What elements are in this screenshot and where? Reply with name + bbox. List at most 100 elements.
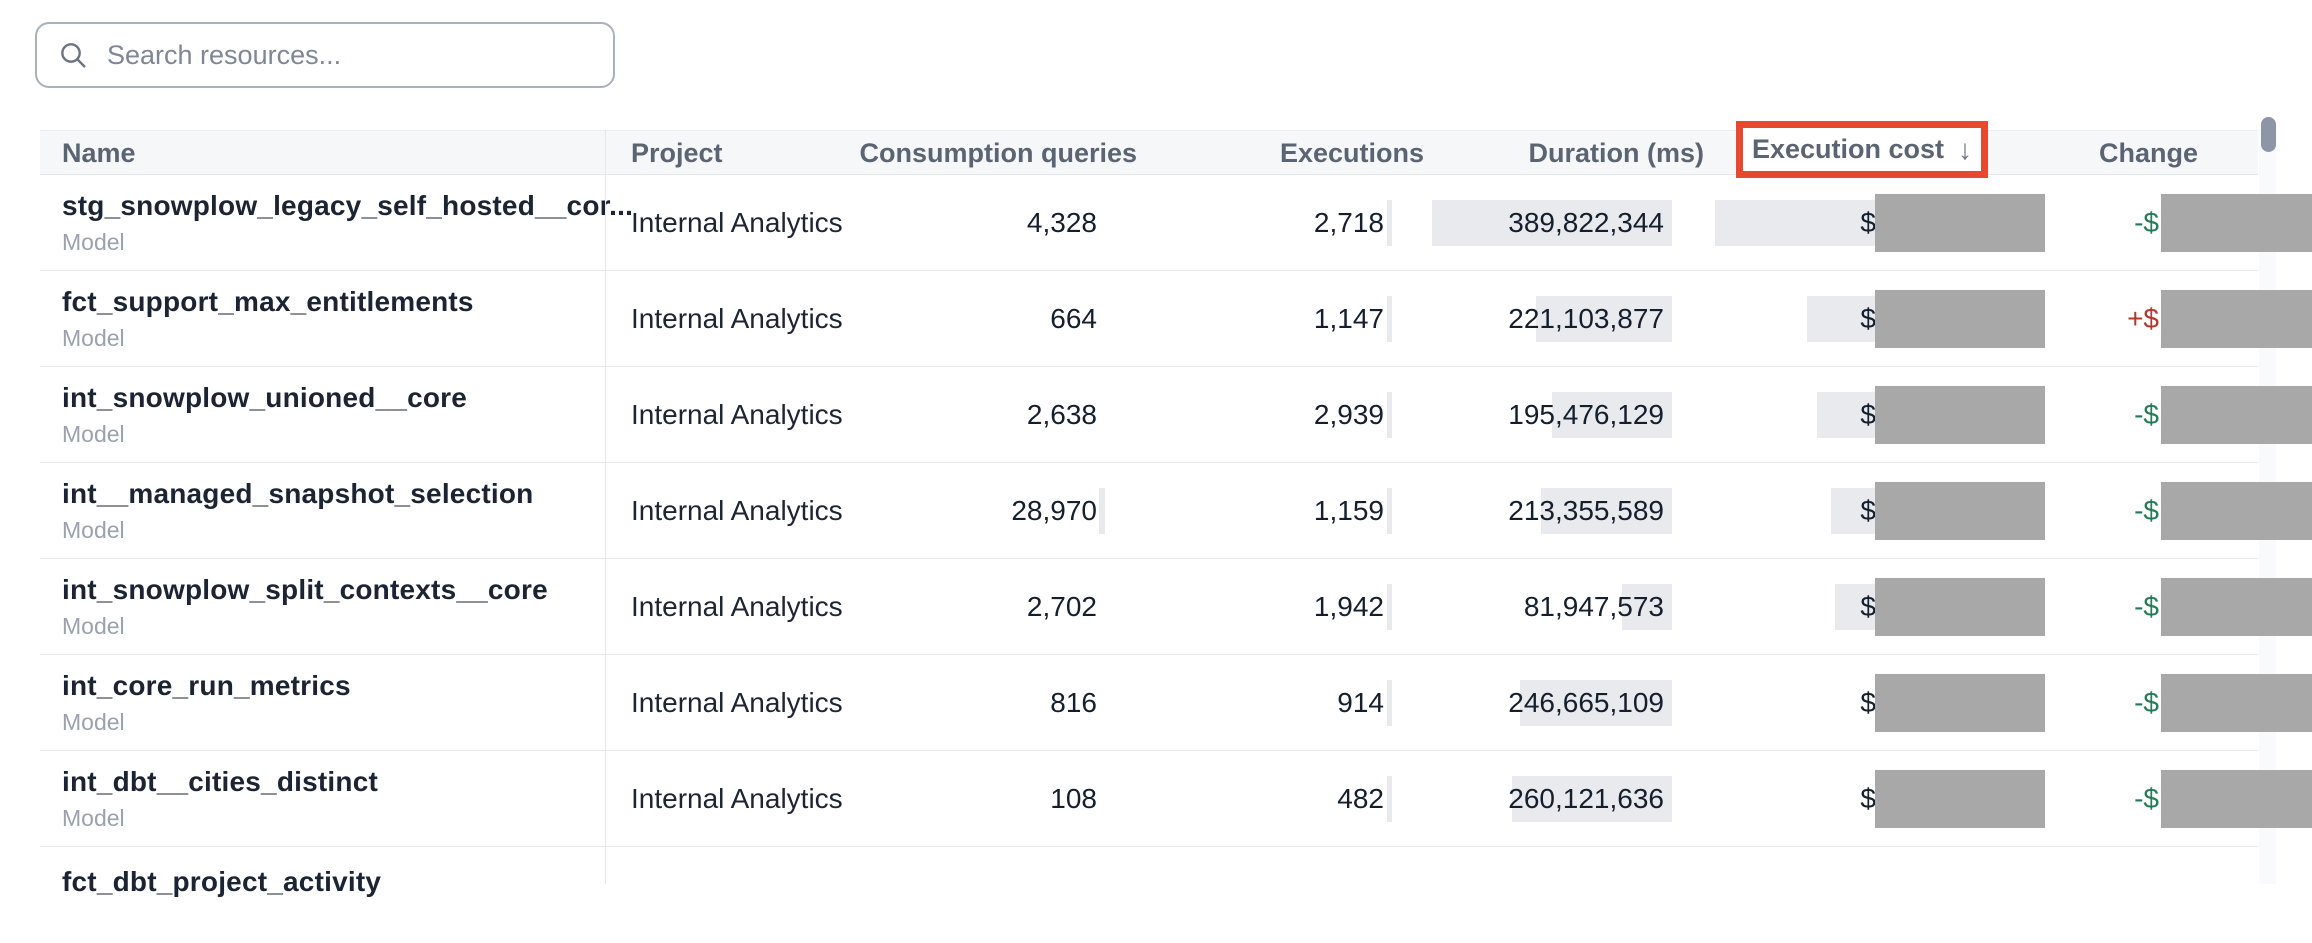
- resource-name-cell[interactable]: int_snowplow_split_contexts__core Model: [62, 574, 548, 640]
- execution-cost-currency: $: [1860, 686, 1876, 718]
- table-row[interactable]: int_dbt__cities_distinct Model Internal …: [40, 751, 2312, 847]
- executions-value: 1,159: [1313, 494, 1384, 526]
- column-header-change[interactable]: Change: [2098, 137, 2198, 168]
- resource-name-cell[interactable]: fct_support_max_entitlements Model: [62, 286, 474, 352]
- change-redaction-block: [2161, 578, 2312, 636]
- project-cell: Internal Analytics: [631, 398, 843, 430]
- resources-page: Name Project Consumption queries Executi…: [35, 22, 2312, 897]
- execution-cost-currency: $: [1860, 782, 1876, 814]
- column-header-executions[interactable]: Executions: [1279, 137, 1424, 168]
- change-prefix: -$: [2134, 782, 2159, 814]
- search-box[interactable]: [35, 22, 615, 88]
- duration-value: 81,947,573: [1523, 590, 1664, 622]
- execution-cost-currency: $: [1860, 494, 1876, 526]
- resource-type-label: Model: [62, 324, 125, 351]
- execution-cost-currency: $: [1860, 590, 1876, 622]
- project-cell: Internal Analytics: [631, 302, 843, 334]
- executions-bar: [1387, 584, 1392, 630]
- execution-cost-redaction-block: [1875, 482, 2045, 540]
- consumption-queries-value: 2,638: [1026, 398, 1097, 430]
- table-row[interactable]: int_core_run_metrics Model Internal Anal…: [40, 655, 2312, 751]
- column-header-execution-cost[interactable]: Execution cost: [1751, 134, 1945, 164]
- resource-name[interactable]: int__managed_snapshot_selection: [62, 477, 534, 509]
- resource-name[interactable]: int_snowplow_split_contexts__core: [62, 573, 548, 605]
- duration-bar: [1520, 680, 1672, 726]
- executions-value: 2,939: [1313, 398, 1384, 430]
- executions-bar: [1387, 392, 1392, 438]
- execution-cost-redaction-block: [1875, 194, 2045, 252]
- column-header-project[interactable]: Project: [631, 137, 723, 168]
- duration-bar: [1552, 392, 1672, 438]
- duration-bar: [1541, 488, 1672, 534]
- execution-cost-redaction-block: [1875, 770, 2045, 828]
- change-redaction-block: [2161, 770, 2312, 828]
- consumption-queries-value: 108: [1050, 782, 1097, 814]
- executions-bar: [1387, 296, 1392, 342]
- duration-value: 389,822,344: [1508, 206, 1664, 238]
- consumption-queries-value: 2,702: [1026, 590, 1097, 622]
- execution-cost-currency: $: [1860, 206, 1876, 238]
- project-cell: Internal Analytics: [631, 782, 843, 814]
- project-cell: Internal Analytics: [631, 686, 843, 718]
- execution-cost-currency: $: [1860, 302, 1876, 334]
- duration-bar: [1512, 776, 1672, 822]
- execution-cost-annotation-box[interactable]: Execution cost ↓: [1736, 121, 1988, 178]
- project-cell: Internal Analytics: [631, 494, 843, 526]
- change-prefix: -$: [2134, 590, 2159, 622]
- table-row[interactable]: int_snowplow_unioned__core Model Interna…: [40, 367, 2312, 463]
- executions-bar: [1387, 776, 1392, 822]
- column-header-duration[interactable]: Duration (ms): [1528, 137, 1705, 168]
- duration-value: 195,476,129: [1508, 398, 1664, 430]
- resource-name-cell[interactable]: stg_snowplow_legacy_self_hosted__cor... …: [62, 190, 633, 256]
- duration-bar: [1622, 584, 1672, 630]
- resource-name[interactable]: int_core_run_metrics: [62, 669, 351, 701]
- resource-name-cell[interactable]: int__managed_snapshot_selection Model: [62, 478, 533, 544]
- executions-bar: [1387, 680, 1392, 726]
- change-redaction-block: [2161, 482, 2312, 540]
- executions-value: 2,718: [1313, 206, 1384, 238]
- duration-value: 246,665,109: [1508, 686, 1664, 718]
- duration-value: 221,103,877: [1508, 302, 1664, 334]
- consumption-queries-value: 816: [1050, 686, 1097, 718]
- resource-type-label: Model: [62, 708, 125, 735]
- execution-cost-currency: $: [1860, 398, 1876, 430]
- sort-descending-icon: ↓: [1958, 133, 1973, 165]
- executions-value: 1,147: [1313, 302, 1384, 334]
- project-cell: Internal Analytics: [631, 590, 843, 622]
- change-redaction-block: [2161, 290, 2312, 348]
- resource-name-cell[interactable]: fct_dbt_project_activity: [62, 866, 381, 905]
- column-header-consumption-queries[interactable]: Consumption queries: [859, 137, 1137, 168]
- consumption-queries-value: 4,328: [1026, 206, 1097, 238]
- name-project-column-divider: [605, 130, 606, 884]
- table-row[interactable]: int__managed_snapshot_selection Model In…: [40, 463, 2312, 559]
- column-header-name[interactable]: Name: [62, 137, 136, 168]
- execution-cost-redaction-block: [1875, 578, 2045, 636]
- consumption-queries-value: 664: [1050, 302, 1097, 334]
- executions-value: 1,942: [1313, 590, 1384, 622]
- change-prefix: +$: [2127, 302, 2159, 334]
- resource-name[interactable]: fct_support_max_entitlements: [62, 285, 474, 317]
- consumption-queries-bar: [1099, 488, 1105, 534]
- resource-name[interactable]: stg_snowplow_legacy_self_hosted__cor...: [62, 189, 634, 221]
- table-row[interactable]: stg_snowplow_legacy_self_hosted__cor... …: [40, 175, 2312, 271]
- executions-bar: [1387, 488, 1392, 534]
- change-redaction-block: [2161, 386, 2312, 444]
- table-row[interactable]: fct_dbt_project_activity: [40, 847, 2258, 943]
- resource-name[interactable]: int_snowplow_unioned__core: [62, 381, 468, 413]
- resource-name-cell[interactable]: int_core_run_metrics Model: [62, 670, 351, 736]
- resource-type-label: Model: [62, 228, 125, 255]
- resource-type-label: Model: [62, 612, 125, 639]
- execution-cost-redaction-block: [1875, 290, 2045, 348]
- scrollbar-thumb[interactable]: [2261, 117, 2276, 152]
- executions-value: 914: [1337, 686, 1384, 718]
- resource-type-label: Model: [62, 420, 125, 447]
- table-row[interactable]: int_snowplow_split_contexts__core Model …: [40, 559, 2312, 655]
- resource-name-cell[interactable]: int_dbt__cities_distinct Model: [62, 766, 378, 832]
- resource-name[interactable]: fct_dbt_project_activity: [62, 866, 382, 897]
- resource-name[interactable]: int_dbt__cities_distinct: [62, 765, 378, 797]
- search-input[interactable]: [107, 39, 593, 71]
- execution-cost-redaction-block: [1875, 386, 2045, 444]
- consumption-queries-value: 28,970: [1011, 494, 1097, 526]
- table-row[interactable]: fct_support_max_entitlements Model Inter…: [40, 271, 2312, 367]
- resource-name-cell[interactable]: int_snowplow_unioned__core Model: [62, 382, 467, 448]
